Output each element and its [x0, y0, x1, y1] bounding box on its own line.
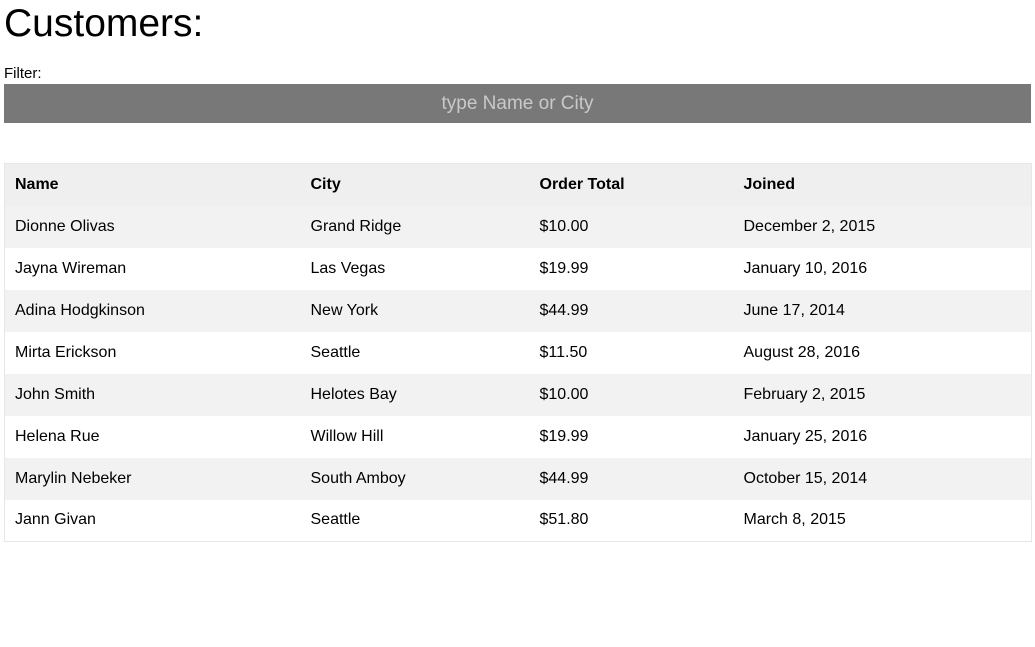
cell-joined: February 2, 2015 [733, 373, 1032, 416]
cell-joined: March 8, 2015 [733, 499, 1032, 542]
cell-joined: October 15, 2014 [733, 457, 1032, 500]
page-title: Customers: [4, 2, 204, 45]
cell-name: Helena Rue [4, 415, 301, 458]
cell-order-total: $51.80 [529, 499, 734, 542]
table-header-row: Name City Order Total Joined [4, 163, 1032, 206]
table-row: Dionne Olivas Grand Ridge $10.00 Decembe… [4, 205, 1032, 248]
cell-city: New York [300, 289, 530, 332]
cell-city: Willow Hill [300, 415, 530, 458]
cell-order-total: $10.00 [529, 373, 734, 416]
cell-joined: June 17, 2014 [733, 289, 1032, 332]
cell-city: Grand Ridge [300, 205, 530, 248]
table-row: Helena Rue Willow Hill $19.99 January 25… [4, 415, 1032, 458]
cell-order-total: $11.50 [529, 331, 734, 374]
cell-order-total: $19.99 [529, 247, 734, 290]
column-header-order-total[interactable]: Order Total [529, 163, 734, 206]
customers-table: Name City Order Total Joined Dionne Oliv… [4, 163, 1032, 542]
cell-order-total: $19.99 [529, 415, 734, 458]
cell-city: South Amboy [300, 457, 530, 500]
cell-order-total: $10.00 [529, 205, 734, 248]
cell-name: Adina Hodgkinson [4, 289, 301, 332]
table-row: Jann Givan Seattle $51.80 March 8, 2015 [4, 499, 1032, 542]
cell-name: Marylin Nebeker [4, 457, 301, 500]
cell-name: Dionne Olivas [4, 205, 301, 248]
cell-order-total: $44.99 [529, 457, 734, 500]
cell-order-total: $44.99 [529, 289, 734, 332]
table-row: Adina Hodgkinson New York $44.99 June 17… [4, 289, 1032, 332]
filter-input[interactable] [4, 84, 1031, 123]
cell-city: Las Vegas [300, 247, 530, 290]
filter-label: Filter: [4, 65, 42, 82]
cell-name: Jann Givan [4, 499, 301, 542]
table-row: Mirta Erickson Seattle $11.50 August 28,… [4, 331, 1032, 374]
cell-joined: December 2, 2015 [733, 205, 1032, 248]
column-header-joined[interactable]: Joined [733, 163, 1032, 206]
table-row: John Smith Helotes Bay $10.00 February 2… [4, 373, 1032, 416]
cell-name: Mirta Erickson [4, 331, 301, 374]
cell-city: Seattle [300, 331, 530, 374]
cell-joined: August 28, 2016 [733, 331, 1032, 374]
cell-name: Jayna Wireman [4, 247, 301, 290]
cell-city: Seattle [300, 499, 530, 542]
column-header-city[interactable]: City [300, 163, 530, 206]
cell-name: John Smith [4, 373, 301, 416]
table-row: Jayna Wireman Las Vegas $19.99 January 1… [4, 247, 1032, 290]
column-header-name[interactable]: Name [4, 163, 301, 206]
table-row: Marylin Nebeker South Amboy $44.99 Octob… [4, 457, 1032, 500]
cell-city: Helotes Bay [300, 373, 530, 416]
cell-joined: January 25, 2016 [733, 415, 1032, 458]
cell-joined: January 10, 2016 [733, 247, 1032, 290]
